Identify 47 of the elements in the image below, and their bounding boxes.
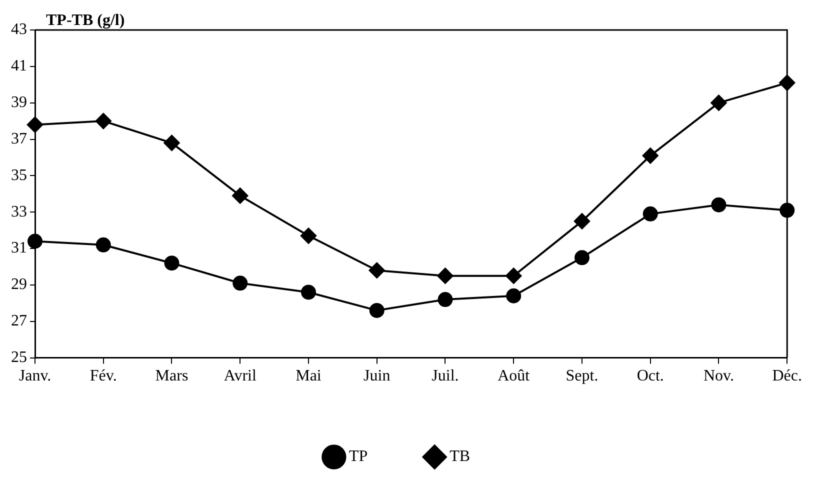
point [506,288,522,304]
point [164,134,180,151]
point [27,116,43,133]
x-tick-label: Juil. [432,368,459,385]
y-tick-label: 41 [11,58,27,75]
y-tick-label: 33 [11,203,27,220]
x-tick-label: Nov. [703,368,734,385]
y-axis-title: TP-TB (g/l) [46,12,125,30]
x-tick-label: Juin [364,368,390,385]
legend-label: TP [348,448,368,466]
y-tick-label: 31 [11,240,27,257]
x-tick-label: Mars [155,368,188,385]
y-tick-label: 29 [11,276,27,294]
point [506,268,522,284]
y-tick-label: 39 [11,94,27,112]
x-tick-label: Sept. [566,368,598,385]
point [232,188,248,204]
x-tick-label: Mai [296,368,322,385]
point [232,276,248,291]
y-tick-label: 25 [11,349,27,366]
point [710,94,727,111]
point [300,228,316,244]
point [369,302,384,318]
x-tick-label: Avril [224,368,257,385]
legend-label: TB [450,448,470,466]
point [642,148,658,164]
x-tick-label: Fév. [90,368,117,385]
point [574,213,590,230]
point [438,292,453,308]
point [301,284,316,300]
point [368,262,385,278]
point [574,250,590,266]
point [164,256,180,271]
point [437,268,454,284]
point [28,234,42,249]
x-tick-label: Août [498,368,530,385]
x-tick-label: Oct. [636,368,664,385]
point [95,113,112,130]
y-tick-label: 43 [11,21,27,38]
x-tick-label: Janv. [18,368,52,385]
point [642,206,658,222]
y-tick-label: 35 [11,166,27,184]
y-tick-label: 37 [11,130,27,148]
y-tick-label: 27 [11,312,27,330]
x-tick-label: Déc. [772,368,802,385]
point [96,237,111,252]
point [711,197,726,212]
